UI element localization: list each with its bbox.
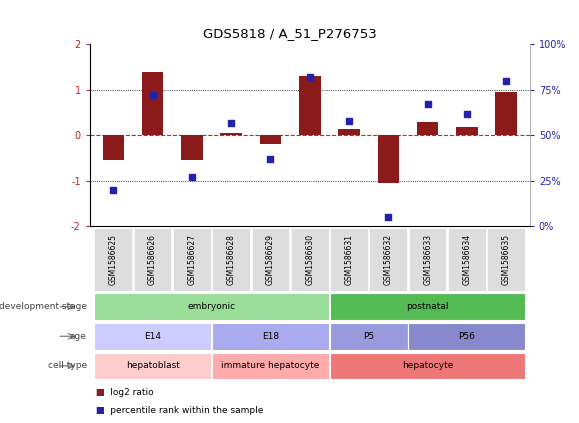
Point	[423, 101, 433, 108]
Bar	[173, 228, 211, 291]
Bar	[94, 228, 132, 291]
Bar	[102, 135, 124, 160]
Bar	[212, 323, 329, 349]
Bar	[378, 135, 399, 183]
Bar	[212, 353, 329, 379]
Text: GSM1586626: GSM1586626	[148, 234, 157, 285]
Text: development stage: development stage	[0, 302, 87, 311]
Text: GSM1586625: GSM1586625	[109, 234, 118, 285]
Bar	[291, 228, 329, 291]
Bar	[409, 228, 446, 291]
Text: E18: E18	[262, 332, 279, 341]
Text: GDS5818 / A_51_P276753: GDS5818 / A_51_P276753	[203, 27, 376, 40]
Bar	[496, 92, 517, 135]
Text: hepatoblast: hepatoblast	[126, 361, 179, 371]
Bar	[330, 353, 526, 379]
Bar	[212, 228, 250, 291]
Bar	[330, 323, 408, 349]
Bar	[142, 72, 163, 135]
Bar	[488, 228, 525, 291]
Bar	[299, 76, 321, 135]
Point	[226, 119, 236, 126]
Text: E14: E14	[144, 332, 161, 341]
Text: GSM1586627: GSM1586627	[188, 234, 196, 285]
Text: P56: P56	[459, 332, 475, 341]
Bar	[369, 228, 407, 291]
Bar	[94, 323, 211, 349]
Text: GSM1586629: GSM1586629	[266, 234, 275, 285]
Bar	[338, 129, 360, 135]
Bar	[259, 135, 281, 145]
Text: P5: P5	[363, 332, 374, 341]
Point	[384, 214, 393, 221]
Bar	[408, 323, 526, 349]
Text: cell type: cell type	[47, 361, 87, 371]
Bar	[221, 133, 242, 135]
Text: ■  log2 ratio: ■ log2 ratio	[96, 388, 153, 397]
Text: GSM1586630: GSM1586630	[305, 234, 314, 285]
Bar	[252, 228, 290, 291]
Text: GSM1586634: GSM1586634	[463, 234, 471, 285]
Bar	[417, 122, 438, 135]
Text: GSM1586635: GSM1586635	[502, 234, 511, 285]
Text: GSM1586633: GSM1586633	[423, 234, 432, 285]
Text: age: age	[70, 332, 87, 341]
Point	[345, 118, 354, 124]
Bar	[94, 294, 329, 320]
Point	[266, 156, 275, 162]
Text: ■  percentile rank within the sample: ■ percentile rank within the sample	[96, 407, 263, 415]
Text: GSM1586632: GSM1586632	[384, 234, 393, 285]
Bar	[181, 135, 203, 160]
Text: GSM1586628: GSM1586628	[227, 234, 236, 285]
Bar	[456, 127, 478, 135]
Text: GSM1586631: GSM1586631	[345, 234, 354, 285]
Point	[462, 110, 471, 117]
Point	[501, 77, 511, 84]
Bar	[448, 228, 486, 291]
Text: embryonic: embryonic	[188, 302, 236, 311]
Point	[109, 187, 118, 193]
Bar	[94, 353, 211, 379]
Point	[187, 174, 196, 181]
Bar	[330, 294, 526, 320]
Point	[305, 74, 314, 80]
Text: ■: ■	[96, 407, 104, 415]
Text: ■: ■	[96, 388, 104, 397]
Text: postnatal: postnatal	[406, 302, 449, 311]
Text: hepatocyte: hepatocyte	[402, 361, 453, 371]
Bar	[330, 228, 368, 291]
Bar	[134, 228, 171, 291]
Text: immature hepatocyte: immature hepatocyte	[221, 361, 320, 371]
Point	[148, 92, 157, 99]
